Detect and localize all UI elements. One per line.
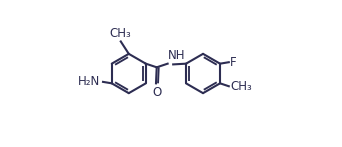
Text: NH: NH bbox=[168, 49, 186, 62]
Text: F: F bbox=[230, 56, 236, 69]
Text: CH₃: CH₃ bbox=[230, 80, 252, 93]
Text: O: O bbox=[153, 86, 162, 98]
Text: CH₃: CH₃ bbox=[109, 27, 131, 40]
Text: H₂N: H₂N bbox=[78, 75, 101, 88]
